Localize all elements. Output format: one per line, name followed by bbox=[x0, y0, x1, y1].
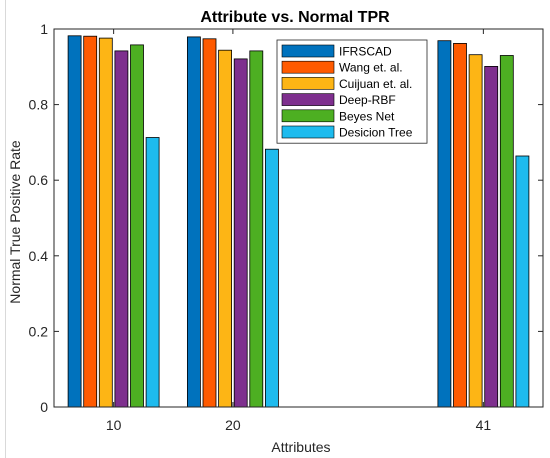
bar bbox=[233, 58, 248, 408]
legend-label: Cuijuan et. al. bbox=[339, 77, 412, 91]
page-left-rule bbox=[5, 0, 6, 458]
legend-swatch bbox=[281, 109, 335, 123]
y-tick-label: 0.4 bbox=[29, 248, 49, 264]
bar bbox=[218, 49, 233, 408]
bar bbox=[130, 44, 144, 408]
legend-swatch bbox=[281, 44, 335, 58]
y-tick-label: 1 bbox=[40, 21, 48, 37]
chart-title: Attribute vs. Normal TPR bbox=[200, 9, 390, 26]
y-tick-label: 0.2 bbox=[29, 323, 49, 339]
bar bbox=[67, 35, 82, 408]
bar bbox=[145, 137, 160, 408]
bar bbox=[202, 38, 217, 408]
bar bbox=[499, 55, 514, 408]
x-tick-label: 10 bbox=[106, 417, 122, 433]
bar bbox=[98, 37, 113, 408]
bar bbox=[186, 36, 201, 408]
bar bbox=[453, 43, 467, 408]
legend-swatch bbox=[281, 93, 335, 106]
bar bbox=[264, 148, 279, 408]
x-axis-label: Attributes bbox=[271, 439, 330, 455]
legend-label: IFRSCAD bbox=[339, 45, 392, 59]
bar bbox=[484, 66, 499, 408]
legend-label: Deep-RBF bbox=[339, 93, 396, 107]
bar bbox=[249, 50, 264, 408]
bars-group bbox=[67, 35, 530, 408]
bar bbox=[437, 40, 452, 408]
y-tick-label: 0.8 bbox=[29, 97, 49, 113]
legend-label: Desicion Tree bbox=[339, 126, 413, 140]
y-tick-label: 0.6 bbox=[29, 172, 49, 188]
axes-group: 0 0.2 0.4 0.6 0.8 1 10 20 41 bbox=[29, 21, 544, 433]
x-tick-label: 20 bbox=[225, 417, 241, 433]
legend-label: Beyes Net bbox=[339, 109, 395, 123]
legend-swatch bbox=[281, 60, 335, 74]
y-tick-label: 0 bbox=[40, 399, 48, 415]
x-tick-label: 41 bbox=[476, 417, 492, 433]
y-axis-label: Normal True Positive Rate bbox=[7, 140, 23, 304]
bar bbox=[468, 54, 483, 408]
bar bbox=[515, 155, 530, 408]
legend-label: Wang et. al. bbox=[339, 61, 403, 75]
legend-swatch bbox=[281, 125, 335, 139]
bar bbox=[83, 35, 98, 408]
axes-box bbox=[53, 28, 544, 408]
legend-swatch bbox=[281, 77, 335, 90]
bar bbox=[114, 50, 129, 408]
legend: IFRSCAD Wang et. al. Cuijuan et. al. Deep-R… bbox=[276, 39, 428, 144]
